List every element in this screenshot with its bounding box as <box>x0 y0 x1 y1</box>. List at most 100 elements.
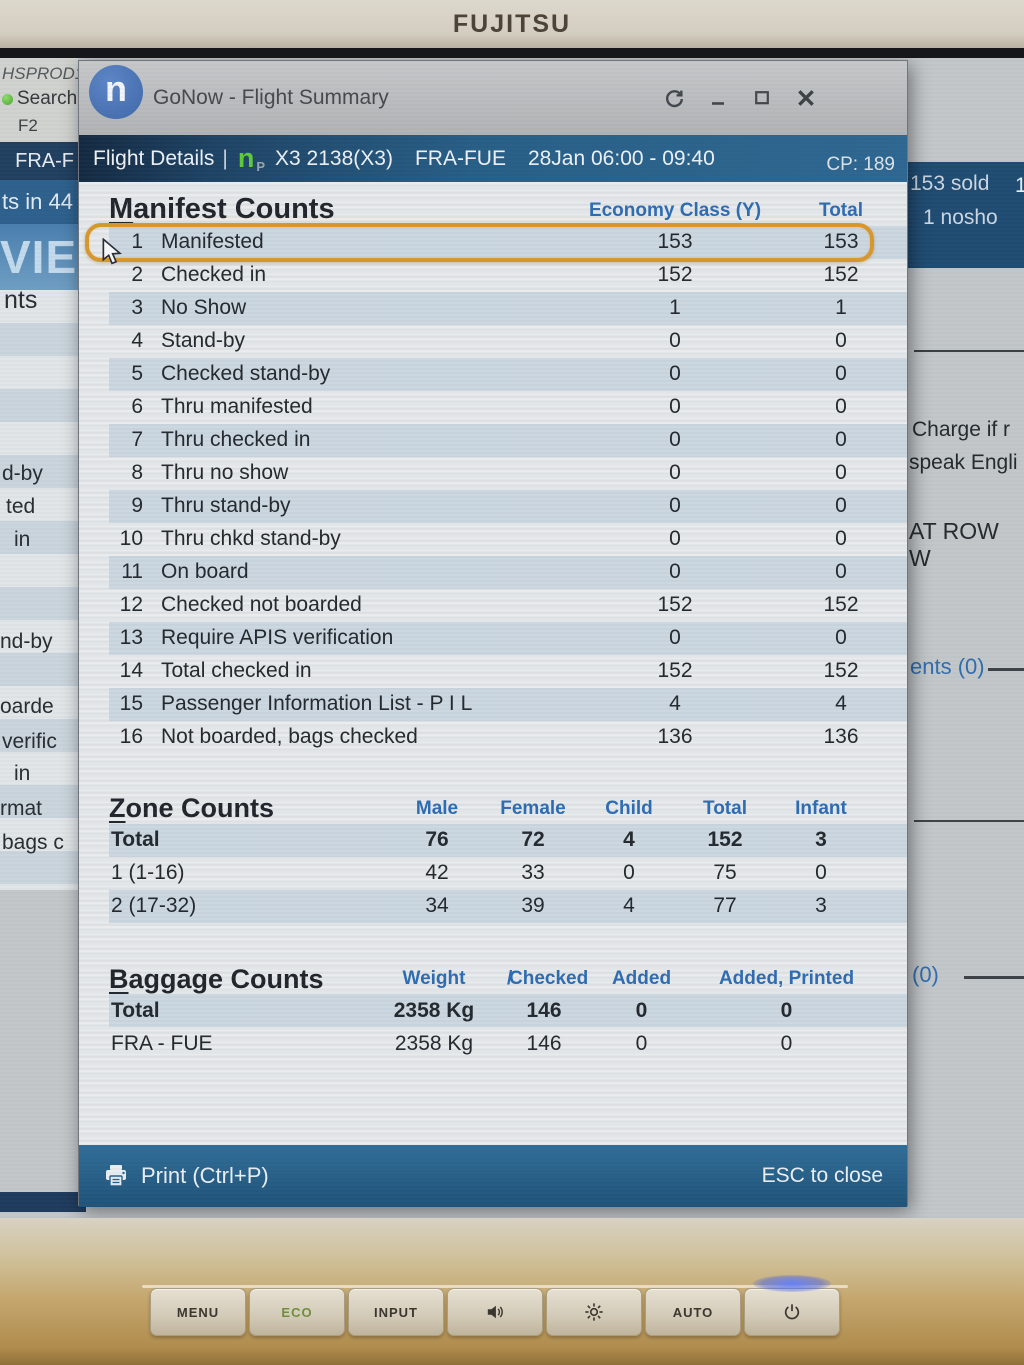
column-header-checked: Checked <box>509 968 589 990</box>
screen: HSPROD1 Search F2 FRA-F ts in 44 VIE nts… <box>0 58 1024 1218</box>
clipped-digit: 1 <box>1015 174 1024 197</box>
minimize-button[interactable] <box>707 87 729 109</box>
manifest-row[interactable]: 9 Thru stand-by 0 0 <box>109 489 907 523</box>
column-header-male: Male <box>415 797 459 819</box>
baggage-counts-title: Baggage Counts <box>109 963 324 994</box>
speaker-icon <box>487 1305 503 1319</box>
printer-icon <box>106 1165 126 1187</box>
monitor-volume-button[interactable] <box>447 1288 543 1336</box>
column-header-added: Added <box>611 968 672 990</box>
dialog-body: Manifest Counts Economy Class (Y) Total … <box>79 182 907 1145</box>
background-fragment: nts <box>4 286 38 314</box>
zone-row: 2 (17-32) 34 39 4 77 3 <box>109 889 907 923</box>
maximize-button[interactable] <box>751 87 773 109</box>
background-fragment: ted <box>6 495 36 518</box>
monitor-eco-button[interactable]: ECO <box>249 1288 345 1336</box>
manifest-row[interactable]: 10 Thru chkd stand-by 0 0 <box>119 527 847 551</box>
column-header-child: Child <box>605 797 653 819</box>
count-link[interactable]: (0) <box>912 962 939 987</box>
manifest-row[interactable]: 5 Checked stand-by 0 0 <box>109 357 907 391</box>
gonow-app-logo-icon: n <box>89 65 143 119</box>
manifest-counts-title: Manifest Counts <box>109 193 335 225</box>
manifest-row[interactable]: 3 No Show 1 1 <box>109 291 907 325</box>
background-fragment: in <box>14 528 31 551</box>
monitor-power-button[interactable] <box>744 1275 840 1336</box>
search-button[interactable]: Search <box>17 88 78 109</box>
window-controls <box>663 87 817 109</box>
column-header-weight: Weight <box>402 968 466 990</box>
documents-count-link[interactable]: ents (0) <box>910 654 985 679</box>
background-route-label: FRA-F <box>0 142 78 180</box>
manifest-row[interactable]: 11 On board 0 0 <box>109 555 907 589</box>
comment-fragment: speak Engli <box>909 451 1018 474</box>
window-title: GoNow - Flight Summary <box>153 86 389 109</box>
monitor-brand-logo: FUJITSU <box>452 9 572 38</box>
close-button[interactable] <box>795 87 817 109</box>
manifest-row[interactable]: 2 Checked in 152 152 <box>131 263 859 287</box>
baggage-counts-section: Baggage Counts Weight Checked Added Adde… <box>79 963 907 1061</box>
flight-route: FRA-FUE <box>414 146 506 170</box>
background-fragment: rmat <box>0 797 42 820</box>
baggage-rows: Total 2358 Kg 146 0 0 FRA - FUE 2358 Kg 146 0 0 <box>109 994 907 1060</box>
weight-checked-separator: / <box>507 968 513 990</box>
background-window-left-header <box>0 58 78 142</box>
sold-count: 153 sold <box>910 172 990 195</box>
flight-number: X3 2138(X3) <box>275 146 393 170</box>
manifest-row[interactable]: 8 Thru no show 0 0 <box>131 461 847 485</box>
noshow-count: 1 nosho <box>923 206 998 229</box>
background-fragment: verific <box>2 730 57 753</box>
background-fragment: nd-by <box>0 630 53 653</box>
manifest-row[interactable]: 13 Require APIS verification 0 0 <box>109 621 907 655</box>
zone-rows: Total 76 72 4 152 3 1 (1-16) 42 33 0 75 0 2 (17-32… <box>109 823 907 923</box>
refresh-icon[interactable] <box>663 87 685 109</box>
monitor-auto-button[interactable]: AUTO <box>645 1288 741 1336</box>
separator: | <box>222 146 228 170</box>
flight-datetime: 28Jan 06:00 - 09:40 <box>527 146 715 170</box>
flight-details-label: Flight Details <box>93 146 215 170</box>
column-header-female: Female <box>500 797 566 819</box>
manifest-row[interactable]: 14 Total checked in 152 152 <box>119 659 859 683</box>
window-titlebar[interactable]: n GoNow - Flight Summary <box>79 61 907 135</box>
capacity-label: CP: 189 <box>826 154 895 175</box>
manifest-row[interactable]: 4 Stand-by 0 0 <box>131 329 847 353</box>
esc-hint: ESC to close <box>761 1164 883 1187</box>
manifest-row[interactable]: 7 Thru checked in 0 0 <box>109 423 907 457</box>
zone-row: 1 (1-16) 42 33 0 75 0 <box>111 861 827 885</box>
monitor-input-button[interactable]: INPUT <box>348 1288 444 1336</box>
column-header-added-printed: Added, Printed <box>718 968 855 990</box>
screen-edge <box>0 48 1024 58</box>
background-vie-label: VIE <box>0 224 78 290</box>
power-led <box>753 1275 831 1292</box>
manifest-row[interactable]: 12 Checked not boarded 152 152 <box>119 593 859 617</box>
monitor-top-bezel: FUJITSU <box>0 0 1024 48</box>
mouse-cursor <box>98 237 124 271</box>
divider-line <box>914 350 1024 352</box>
flight-details-bar: Flight Details | n P X3 2138(X3) FRA-FUE… <box>79 135 907 182</box>
manifest-row[interactable]: 6 Thru manifested 0 0 <box>131 395 847 419</box>
background-taskbar-fragment <box>0 1192 86 1212</box>
divider-line <box>914 820 1024 822</box>
print-button[interactable]: Print (Ctrl+P) <box>103 1163 269 1189</box>
background-list <box>0 290 78 890</box>
zone-counts-title: Zone Counts <box>109 792 274 823</box>
manifest-row-selected[interactable]: 1 Manifested 153 153 <box>85 222 907 262</box>
divider-line <box>988 668 1024 671</box>
manifest-row[interactable]: 16 Not boarded, bags checked 136 136 <box>119 725 859 749</box>
zone-row-total: Total 76 72 4 152 3 <box>109 823 907 857</box>
print-label: Print (Ctrl+P) <box>141 1163 269 1188</box>
monitor-menu-button[interactable]: MENU <box>150 1288 246 1336</box>
background-seats-label: ts in 44 <box>0 180 78 224</box>
column-header-total: Total <box>703 797 747 819</box>
gonow-green-icon: n <box>237 143 255 173</box>
brightness-icon <box>585 1303 603 1321</box>
background-fragment: d-by <box>2 462 43 485</box>
status-dot-icon <box>2 94 13 105</box>
monitor-brightness-button[interactable] <box>546 1288 642 1336</box>
column-header-economy: Economy Class (Y) <box>588 199 762 221</box>
manifest-rows: 1 Manifested 153 153 2 Checked in 152 152 3 No … <box>85 222 907 754</box>
gonow-p-badge: P <box>256 159 266 174</box>
manifest-counts-section: Manifest Counts Economy Class (Y) Total … <box>79 193 907 754</box>
background-fragment: bags c <box>2 831 64 854</box>
baggage-row-total: Total 2358 Kg 146 0 0 <box>109 994 907 1028</box>
